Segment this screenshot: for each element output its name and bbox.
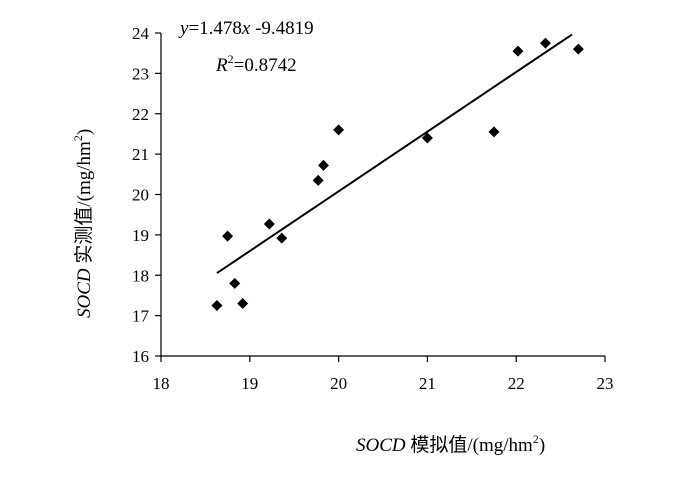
data-point xyxy=(229,277,241,289)
r2-sup: 2 xyxy=(228,52,234,66)
data-point xyxy=(211,300,223,312)
y-tick-label: 19 xyxy=(132,226,149,245)
data-point xyxy=(318,159,330,171)
axes xyxy=(160,33,605,357)
x-tick-label: 20 xyxy=(330,374,347,393)
xlabel-tail: ) xyxy=(539,435,545,456)
y-tick-label: 22 xyxy=(132,105,149,124)
equation-coef: =1.478 xyxy=(188,18,241,39)
data-point xyxy=(488,126,500,138)
y-ticks: 16 17 18 19 20 21 22 23 24 xyxy=(132,24,161,366)
r2-value: =0.8742 xyxy=(234,55,297,76)
data-point xyxy=(222,230,234,242)
y-axis-title: SOCD 实测值/(mg/hm2) xyxy=(71,129,95,318)
data-point xyxy=(572,43,584,55)
ylabel-text: 实测值/(mg/hm xyxy=(73,141,95,268)
data-point xyxy=(333,124,345,136)
x-tick-label: 23 xyxy=(597,374,614,393)
y-tick-label: 23 xyxy=(132,64,149,83)
trendline xyxy=(216,33,573,274)
x-axis-title: SOCD 模拟值/(mg/hm2) xyxy=(356,432,545,456)
data-point xyxy=(237,298,249,310)
ylabel-tail: ) xyxy=(74,129,95,135)
y-tick-label: 24 xyxy=(132,24,150,43)
equation-x: x xyxy=(241,18,251,39)
x-tick-label: 19 xyxy=(241,374,258,393)
xlabel-text: 模拟值/(mg/hm xyxy=(406,434,533,456)
data-point xyxy=(540,37,552,49)
x-tick-label: 22 xyxy=(508,374,525,393)
x-tick-label: 21 xyxy=(419,374,436,393)
xlabel-italic: SOCD xyxy=(356,435,406,456)
equation-intercept: -9.4819 xyxy=(250,18,313,39)
r2-r: R xyxy=(215,55,228,76)
equation-y: y xyxy=(178,18,189,39)
y-tick-label: 18 xyxy=(132,266,149,285)
ylabel-italic: SOCD xyxy=(74,268,95,318)
y-tick-label: 16 xyxy=(132,347,149,366)
data-point xyxy=(512,45,524,57)
data-point xyxy=(263,218,275,230)
r-squared-label: R2=0.8742 xyxy=(215,52,297,76)
trendline-equation: y=1.478x -9.4819 xyxy=(178,18,314,39)
x-tick-label: 18 xyxy=(153,374,170,393)
ylabel-sup: 2 xyxy=(71,135,85,141)
y-tick-label: 17 xyxy=(132,307,150,326)
data-points xyxy=(211,37,584,312)
y-tick-label: 21 xyxy=(132,145,149,164)
data-point xyxy=(421,132,433,144)
data-point xyxy=(312,174,324,186)
x-ticks: 18 19 20 21 22 23 xyxy=(153,356,614,393)
xlabel-sup: 2 xyxy=(533,432,539,446)
y-tick-label: 20 xyxy=(132,186,149,205)
data-point xyxy=(276,232,288,244)
